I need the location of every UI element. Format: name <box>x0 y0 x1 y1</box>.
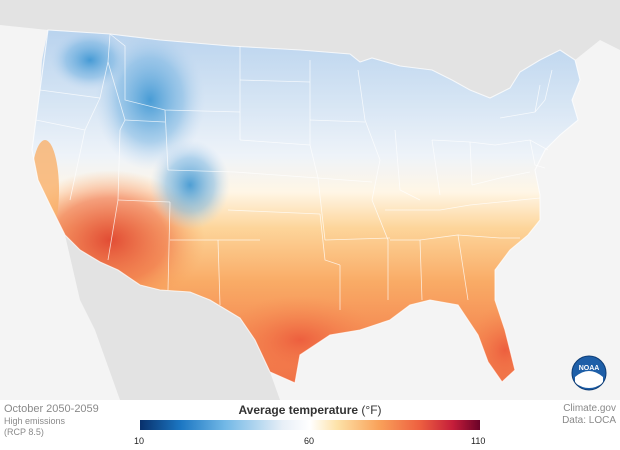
legend-unit: (°F) <box>361 403 382 417</box>
legend-title: Average temperature (°F) <box>140 403 480 417</box>
map-caption: October 2050-2059 High emissions (RCP 8.… <box>4 403 99 438</box>
credit-label: Climate.gov <box>563 403 616 414</box>
scenario-label: High emissions <box>4 416 66 426</box>
scenario-code-label: (RCP 8.5) <box>4 427 44 437</box>
noaa-logo-text: NOAA <box>579 365 600 372</box>
temperature-map <box>0 0 620 400</box>
mexico-land <box>65 235 280 400</box>
legend-title-text: Average temperature <box>238 403 359 417</box>
legend-tick-min: 10 <box>134 436 145 446</box>
noaa-logo: NOAA <box>571 355 607 396</box>
data-source-label: Data: LOCA <box>562 415 616 426</box>
canada-land <box>0 0 620 98</box>
state-borders <box>31 29 581 384</box>
legend-tick-max: 110 <box>471 436 486 446</box>
legend-tick-mid: 60 <box>304 436 315 446</box>
credits: Climate.gov Data: LOCA <box>562 403 616 427</box>
time-period-label: October 2050-2059 <box>4 403 99 415</box>
color-scale-bar <box>140 420 480 430</box>
